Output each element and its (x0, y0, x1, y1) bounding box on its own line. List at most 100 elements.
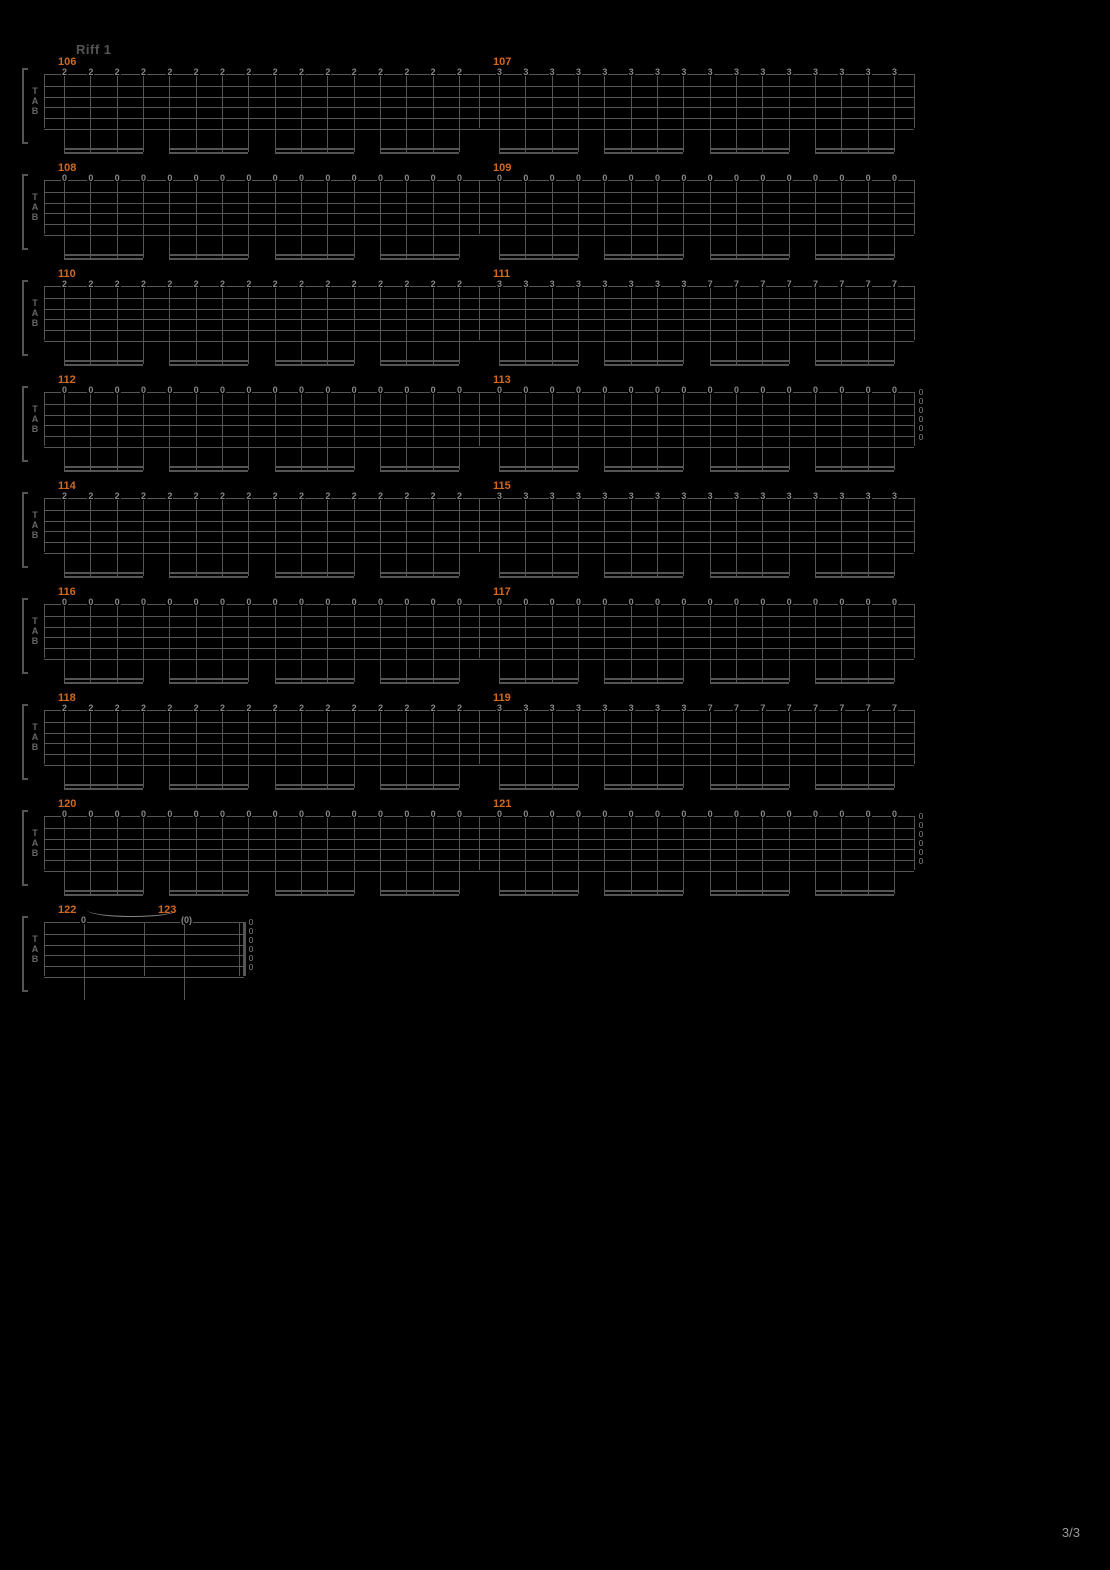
note-stem (657, 394, 658, 470)
beam (499, 470, 578, 472)
beam (815, 894, 894, 896)
note-stem (406, 182, 407, 258)
note-stem (301, 606, 302, 682)
beam (815, 148, 894, 150)
note-stem (604, 818, 605, 894)
beam (380, 788, 459, 790)
tab-system: TAB1080000000000000000109000000000000000… (28, 180, 914, 240)
barline (44, 604, 45, 658)
note-stem (657, 500, 658, 576)
note-stem (736, 76, 737, 152)
note-stem (736, 606, 737, 682)
note-stem (380, 606, 381, 682)
beam (499, 894, 578, 896)
end-chord: 000000 (246, 918, 256, 972)
note-stem (894, 182, 895, 258)
note-stem (762, 712, 763, 788)
beam (275, 788, 354, 790)
note-stem (275, 182, 276, 258)
beam (380, 576, 459, 578)
beam (380, 364, 459, 366)
beam (815, 254, 894, 256)
end-chord: 000000 (916, 812, 926, 866)
note-stem (868, 288, 869, 364)
note-stem (762, 500, 763, 576)
note-stem (841, 500, 842, 576)
note-stem (169, 818, 170, 894)
barline (914, 286, 915, 340)
note-stem (90, 394, 91, 470)
beam (275, 470, 354, 472)
beam (604, 152, 683, 154)
end-chord: 000000 (916, 388, 926, 442)
tab-clef: TAB (28, 192, 42, 252)
note-stem (683, 76, 684, 152)
note-stem (459, 76, 460, 152)
note-stem (117, 76, 118, 152)
beam (710, 678, 789, 680)
note-stem (143, 606, 144, 682)
note-stem (459, 500, 460, 576)
note-stem (406, 712, 407, 788)
note-stem (327, 394, 328, 470)
note-stem (169, 182, 170, 258)
tab-system: TAB1142222222222222222115333333333333333… (28, 498, 914, 558)
note-stem (196, 288, 197, 364)
note-stem (222, 182, 223, 258)
note-stem (578, 288, 579, 364)
beam (815, 572, 894, 574)
measure-number: 123 (158, 904, 176, 916)
beam (815, 890, 894, 892)
note-stem (789, 818, 790, 894)
beam (380, 254, 459, 256)
tab-clef: TAB (28, 722, 42, 782)
barline (914, 710, 915, 764)
note-stem (406, 394, 407, 470)
beam (815, 678, 894, 680)
note-stem (499, 712, 500, 788)
note-stem (433, 76, 434, 152)
note-stem (354, 818, 355, 894)
note-stem (459, 818, 460, 894)
beam (275, 784, 354, 786)
note-stem (90, 288, 91, 364)
note-stem (710, 288, 711, 364)
note-stem (64, 394, 65, 470)
beam (710, 894, 789, 896)
note-stem (841, 712, 842, 788)
note-stem (710, 500, 711, 576)
barline (914, 816, 915, 870)
beam (604, 784, 683, 786)
note-stem (499, 500, 500, 576)
note-stem (789, 712, 790, 788)
beam (499, 360, 578, 362)
tab-clef: TAB (28, 828, 42, 888)
note-stem (789, 394, 790, 470)
note-stem (710, 76, 711, 152)
beam (380, 894, 459, 896)
note-stem (380, 76, 381, 152)
beam (169, 678, 248, 680)
beam (169, 572, 248, 574)
beam (275, 364, 354, 366)
beam (380, 258, 459, 260)
note-stem (604, 500, 605, 576)
note-stem (433, 394, 434, 470)
note-stem (248, 76, 249, 152)
tab-system: TAB1200000000000000000121000000000000000… (28, 816, 914, 876)
note-stem (894, 500, 895, 576)
note-stem (815, 818, 816, 894)
note-stem (117, 182, 118, 258)
note-stem (275, 712, 276, 788)
note-stem (64, 712, 65, 788)
note-stem (683, 394, 684, 470)
note-stem (117, 818, 118, 894)
beam (815, 258, 894, 260)
barline (44, 392, 45, 446)
note-stem (90, 182, 91, 258)
beam (64, 890, 143, 892)
note-stem (301, 500, 302, 576)
note-stem (143, 76, 144, 152)
note-stem (327, 182, 328, 258)
note-stem (815, 500, 816, 576)
